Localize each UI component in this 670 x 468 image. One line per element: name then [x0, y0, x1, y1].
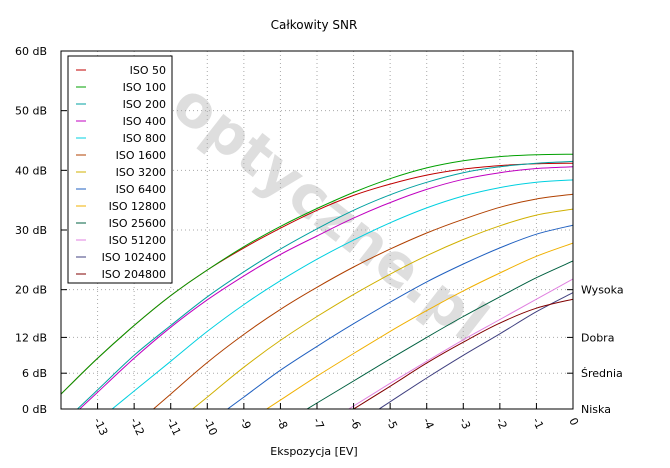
y-tick-label: 40 dB [15, 164, 47, 177]
legend-box [67, 55, 173, 284]
series-line-iso-200 [76, 160, 573, 409]
legend-item: ISO 400 [76, 115, 166, 128]
legend-item: ISO 3200 [76, 166, 166, 179]
legend-label: ISO 50 [130, 64, 166, 77]
x-axis-ticks: -13 -12 -11 -10 -9 -8 -7 -6 -5 -4 -3 -2 -1 0 [91, 403, 581, 438]
legend-item: ISO 50 [76, 64, 166, 77]
y-tick-label: 0 dB [22, 403, 47, 416]
legend-label: ISO 3200 [116, 166, 166, 179]
grid-lines [61, 51, 573, 409]
quality-label: Wysoka [581, 284, 624, 297]
x-tick-label: -9 [237, 416, 253, 431]
x-tick-label: -13 [91, 416, 110, 438]
legend-label: ISO 204800 [102, 268, 166, 281]
y-axis-ticks: 0 dB 6 dB 12 dB 20 dB 30 dB 40 dB 50 dB 60 dB [15, 45, 67, 416]
series-line-iso-204800 [352, 298, 573, 409]
series-line-iso-3200 [191, 208, 573, 409]
series-lines [61, 153, 573, 409]
legend-item: ISO 200 [76, 98, 166, 111]
watermark-logo: optyczne.pl [160, 69, 501, 356]
x-tick-label: -11 [164, 416, 183, 438]
legend-label: ISO 100 [123, 81, 166, 94]
quality-label: Średnia [581, 367, 623, 380]
legend-item: ISO 102400 [76, 251, 166, 264]
series-line-iso-800 [111, 179, 573, 409]
series-line-iso-51200 [347, 278, 573, 409]
legend-label: ISO 800 [123, 132, 166, 145]
legend-label: ISO 12800 [109, 200, 166, 213]
legend: ISO 50 ISO 100 ISO 200 ISO 400 ISO 800 ISO 16… [67, 55, 173, 284]
y-tick-label: 12 dB [15, 331, 47, 344]
quality-label: Dobra [581, 331, 614, 344]
legend-item: ISO 6400 [76, 183, 166, 196]
legend-label: ISO 400 [123, 115, 166, 128]
legend-item: ISO 1600 [76, 149, 166, 162]
legend-item: ISO 204800 [76, 268, 166, 281]
y-tick-label: 50 dB [15, 105, 47, 118]
series-line-iso-12800 [265, 242, 573, 409]
x-tick-label: -10 [201, 416, 220, 438]
x-tick-label: -6 [347, 416, 363, 431]
watermark-text: optyczne.pl [160, 69, 501, 356]
legend-item: ISO 51200 [76, 234, 166, 247]
series-line-iso-102400 [378, 292, 573, 409]
y-tick-label: 60 dB [15, 45, 47, 58]
legend-item: ISO 12800 [76, 200, 166, 213]
quality-labels: Wysoka Dobra Średnia Niska [567, 284, 624, 416]
x-tick-label: -8 [274, 416, 290, 431]
y-tick-label: 30 dB [15, 224, 47, 237]
series-line-iso-6400 [226, 224, 573, 409]
x-tick-label: -1 [530, 416, 546, 431]
x-tick-label: -4 [420, 416, 436, 431]
x-tick-label: -5 [383, 416, 399, 431]
series-line-iso-25600 [306, 260, 573, 409]
legend-item: ISO 25600 [76, 217, 166, 230]
series-line-iso-1600 [152, 193, 573, 409]
legend-label: ISO 200 [123, 98, 166, 111]
x-tick-label: -3 [457, 416, 473, 431]
series-line-iso-400 [78, 166, 573, 409]
legend-label: ISO 25600 [109, 217, 166, 230]
legend-label: ISO 102400 [102, 251, 166, 264]
legend-label: ISO 6400 [116, 183, 166, 196]
x-tick-label: 0 [566, 416, 581, 428]
x-tick-label: -12 [127, 416, 146, 438]
y-tick-label: 20 dB [15, 284, 47, 297]
x-tick-label: -7 [310, 416, 326, 431]
quality-label: Niska [581, 403, 611, 416]
chart-title: Całkowity SNR [271, 18, 358, 32]
legend-label: ISO 1600 [116, 149, 166, 162]
x-tick-label: -2 [493, 416, 509, 431]
y-tick-label: 6 dB [22, 367, 47, 380]
legend-item: ISO 100 [76, 81, 166, 94]
legend-item: ISO 800 [76, 132, 166, 145]
x-axis-label: Ekspozycja [EV] [270, 445, 357, 458]
series-line-iso-100 [61, 153, 573, 395]
legend-label: ISO 51200 [109, 234, 166, 247]
